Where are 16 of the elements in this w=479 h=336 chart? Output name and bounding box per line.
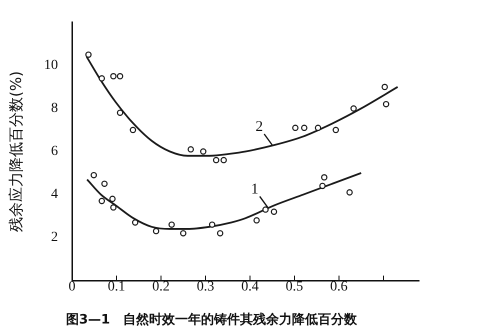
- x-tick-label: 0.6: [330, 280, 348, 295]
- x-tick-label: 0.4: [241, 280, 259, 295]
- annotation: 2: [255, 118, 263, 135]
- y-tick-label: 4: [51, 187, 58, 202]
- annotation: 1: [250, 181, 258, 198]
- x-tick-label: 0.1: [108, 280, 126, 295]
- y-tick-label: 10: [44, 58, 58, 74]
- y-axis-title: 残余应力降低百分数(%): [6, 71, 25, 232]
- text: 图3—1 自然时效一年的铸件其残余力降低百分数: [66, 312, 358, 328]
- x-tick-label: 0.2: [152, 280, 170, 295]
- y-tick-label: 6: [51, 144, 58, 160]
- y-tick-label: 2: [51, 230, 58, 246]
- x-tick-label: 0.5: [286, 280, 304, 295]
- y-tick-label: 8: [51, 101, 58, 116]
- x-tick-label: 0.3: [196, 280, 214, 295]
- x-tick-label: 0: [68, 280, 76, 295]
